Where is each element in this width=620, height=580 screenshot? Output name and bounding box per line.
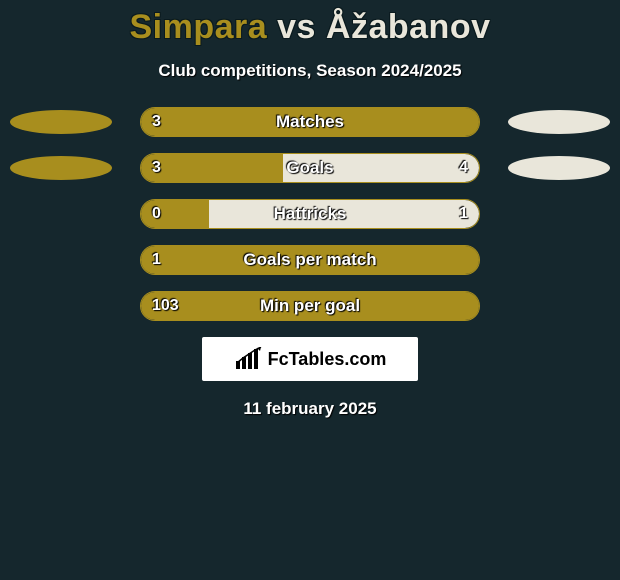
right-value: 4 xyxy=(459,153,468,183)
left-value: 3 xyxy=(152,153,161,183)
page-title: Simpara vs Åžabanov xyxy=(0,0,620,51)
bar-left-fill xyxy=(141,154,283,182)
bar-left-fill xyxy=(141,246,479,274)
stat-row: 3Matches xyxy=(0,107,620,137)
stat-bar xyxy=(140,245,480,275)
left-value: 1 xyxy=(152,245,161,275)
player1-name: Simpara xyxy=(129,8,267,46)
stat-row: 01Hattricks xyxy=(0,199,620,229)
player1-marker xyxy=(10,156,112,180)
player1-marker xyxy=(10,110,112,134)
bar-right-fill xyxy=(283,154,479,182)
bar-right-fill xyxy=(209,200,479,228)
stat-row: 103Min per goal xyxy=(0,291,620,321)
stat-bar xyxy=(140,291,480,321)
vs-text: vs xyxy=(277,8,316,46)
left-value: 3 xyxy=(152,107,161,137)
left-value: 0 xyxy=(152,199,161,229)
stats-rows: 3Matches34Goals01Hattricks1Goals per mat… xyxy=(0,107,620,321)
logo-text: FcTables.com xyxy=(268,349,387,370)
subtitle: Club competitions, Season 2024/2025 xyxy=(0,61,620,81)
right-value: 1 xyxy=(459,199,468,229)
stat-bar xyxy=(140,107,480,137)
stat-bar xyxy=(140,153,480,183)
player2-marker xyxy=(508,110,610,134)
player2-marker xyxy=(508,156,610,180)
chart-icon xyxy=(234,347,264,371)
bar-left-fill xyxy=(141,108,479,136)
bar-left-fill xyxy=(141,292,479,320)
date-label: 11 february 2025 xyxy=(0,399,620,419)
stat-bar xyxy=(140,199,480,229)
source-logo: FcTables.com xyxy=(202,337,418,381)
left-value: 103 xyxy=(152,291,179,321)
player2-name: Åžabanov xyxy=(326,8,491,46)
stat-row: 34Goals xyxy=(0,153,620,183)
comparison-widget: Simpara vs Åžabanov Club competitions, S… xyxy=(0,0,620,419)
stat-row: 1Goals per match xyxy=(0,245,620,275)
